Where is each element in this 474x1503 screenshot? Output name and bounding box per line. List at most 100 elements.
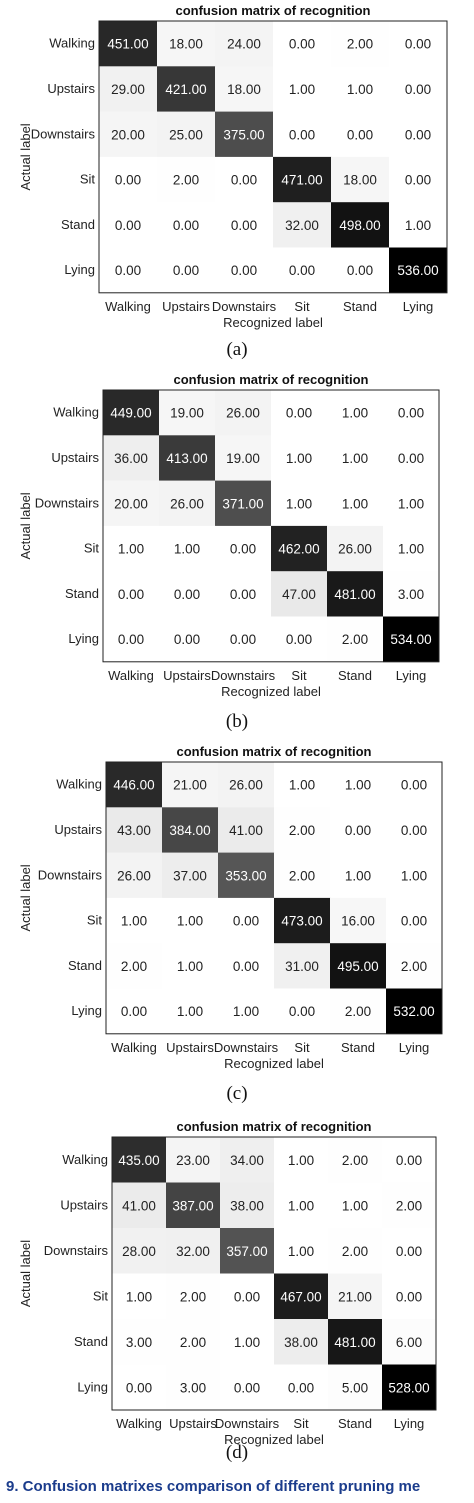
matrix-cell <box>271 525 328 572</box>
cell-value-label: 1.00 <box>342 406 368 421</box>
cell-value-label: 0.00 <box>231 263 257 278</box>
matrix-cell <box>166 1319 221 1365</box>
matrix-cell <box>112 1319 167 1365</box>
matrix-cell <box>220 1182 275 1229</box>
cell-value-label: 0.00 <box>234 1289 260 1304</box>
cell-value-label: 528.00 <box>388 1380 429 1395</box>
matrix-cell <box>106 897 163 944</box>
matrix-cell <box>220 1228 275 1274</box>
y-tick-label: Upstairs <box>47 81 95 96</box>
matrix-cell <box>328 1182 383 1229</box>
matrix-cell <box>273 111 332 158</box>
matrix-cell <box>271 571 328 617</box>
matrix-cell <box>389 202 448 248</box>
cell-value-label: 0.00 <box>118 632 144 647</box>
matrix-cell <box>159 616 216 663</box>
y-tick-label: Walking <box>62 1152 108 1167</box>
y-tick-label: Stand <box>68 958 102 973</box>
x-tick-label: Sit <box>294 1040 310 1055</box>
matrix-cell <box>382 1364 437 1411</box>
matrix-cell <box>166 1182 221 1229</box>
y-tick-label: Upstairs <box>60 1197 108 1212</box>
cell-value-label: 473.00 <box>281 914 322 929</box>
matrix-cell <box>106 988 163 1035</box>
cell-value-label: 467.00 <box>280 1289 321 1304</box>
x-tick-label: Upstairs <box>166 1040 214 1055</box>
cell-value-label: 21.00 <box>338 1289 372 1304</box>
matrix-cell <box>157 111 216 158</box>
matrix-cell <box>103 616 160 663</box>
matrix-cell <box>106 943 163 989</box>
matrix-frame <box>102 389 440 663</box>
y-tick-label: Sit <box>93 1288 109 1303</box>
matrix-cell <box>162 807 219 853</box>
cell-value-label: 19.00 <box>170 406 204 421</box>
matrix-cell <box>159 571 216 617</box>
matrix-cell <box>274 762 331 808</box>
matrix-cell <box>327 525 384 572</box>
cell-value-label: 1.00 <box>286 451 312 466</box>
cell-value-label: 0.00 <box>115 218 141 233</box>
y-tick-label: Sit <box>80 172 96 187</box>
cell-value-label: 1.00 <box>342 1198 368 1213</box>
matrix-cell <box>273 66 332 112</box>
matrix-cell <box>218 852 275 899</box>
matrix-frame <box>105 761 443 1035</box>
cell-value-label: 0.00 <box>173 263 199 278</box>
matrix-cell <box>386 943 443 989</box>
cell-value-label: 375.00 <box>223 127 264 142</box>
y-tick-label: Downstairs <box>35 495 100 510</box>
matrix-cell <box>274 1137 329 1183</box>
matrix-cell <box>271 435 328 481</box>
cell-value-label: 0.00 <box>118 587 144 602</box>
matrix-cell <box>162 943 219 989</box>
chart-title: confusion matrix of recognition <box>173 372 368 387</box>
cell-value-label: 481.00 <box>334 1335 375 1350</box>
cell-value-label: 26.00 <box>170 496 204 511</box>
cell-value-label: 357.00 <box>226 1244 267 1259</box>
matrix-cell <box>218 943 275 989</box>
x-tick-label: Downstairs <box>214 1040 279 1055</box>
matrix-cell <box>383 616 440 663</box>
cell-value-label: 0.00 <box>345 823 371 838</box>
cell-value-label: 495.00 <box>337 959 378 974</box>
cell-value-label: 0.00 <box>230 542 256 557</box>
cell-value-label: 37.00 <box>173 868 207 883</box>
cell-value-label: 36.00 <box>114 451 148 466</box>
cell-value-label: 2.00 <box>401 959 427 974</box>
y-axis-label: Actual label <box>18 492 33 559</box>
cell-value-label: 2.00 <box>342 1153 368 1168</box>
matrix-cell <box>273 156 332 203</box>
y-tick-label: Walking <box>49 36 95 51</box>
cell-value-label: 451.00 <box>107 37 148 52</box>
cell-value-label: 0.00 <box>126 1380 152 1395</box>
confusion-matrix-panel-a: confusion matrix of recognition 451.00 18.… <box>0 0 474 372</box>
matrix-cell <box>99 21 158 67</box>
cell-value-label: 0.00 <box>405 82 431 97</box>
cell-value-label: 3.00 <box>398 587 424 602</box>
matrix-cell <box>215 156 274 203</box>
matrix-cell <box>112 1137 167 1183</box>
matrix-cell <box>166 1137 221 1183</box>
matrix-cell <box>382 1273 437 1320</box>
cell-value-label: 1.00 <box>177 914 203 929</box>
figure-caption: 9. Confusion matrixes comparison of diff… <box>6 1478 421 1495</box>
y-tick-label: Sit <box>84 541 100 556</box>
matrix-cell <box>383 480 440 527</box>
matrix-cell <box>99 156 158 203</box>
cell-value-label: 2.00 <box>342 632 368 647</box>
matrix-cell <box>99 202 158 248</box>
matrix-cell <box>327 390 384 436</box>
cell-value-label: 2.00 <box>180 1335 206 1350</box>
cell-value-label: 1.00 <box>289 82 315 97</box>
matrix-cell <box>382 1137 437 1183</box>
cell-value-label: 0.00 <box>231 173 257 188</box>
cell-value-label: 18.00 <box>343 173 377 188</box>
cell-value-label: 1.00 <box>347 82 373 97</box>
cell-value-label: 387.00 <box>172 1198 213 1213</box>
cell-value-label: 47.00 <box>282 587 316 602</box>
y-tick-label: Upstairs <box>54 822 102 837</box>
y-tick-label: Upstairs <box>51 450 99 465</box>
cell-value-label: 446.00 <box>113 778 154 793</box>
cell-value-label: 18.00 <box>169 37 203 52</box>
